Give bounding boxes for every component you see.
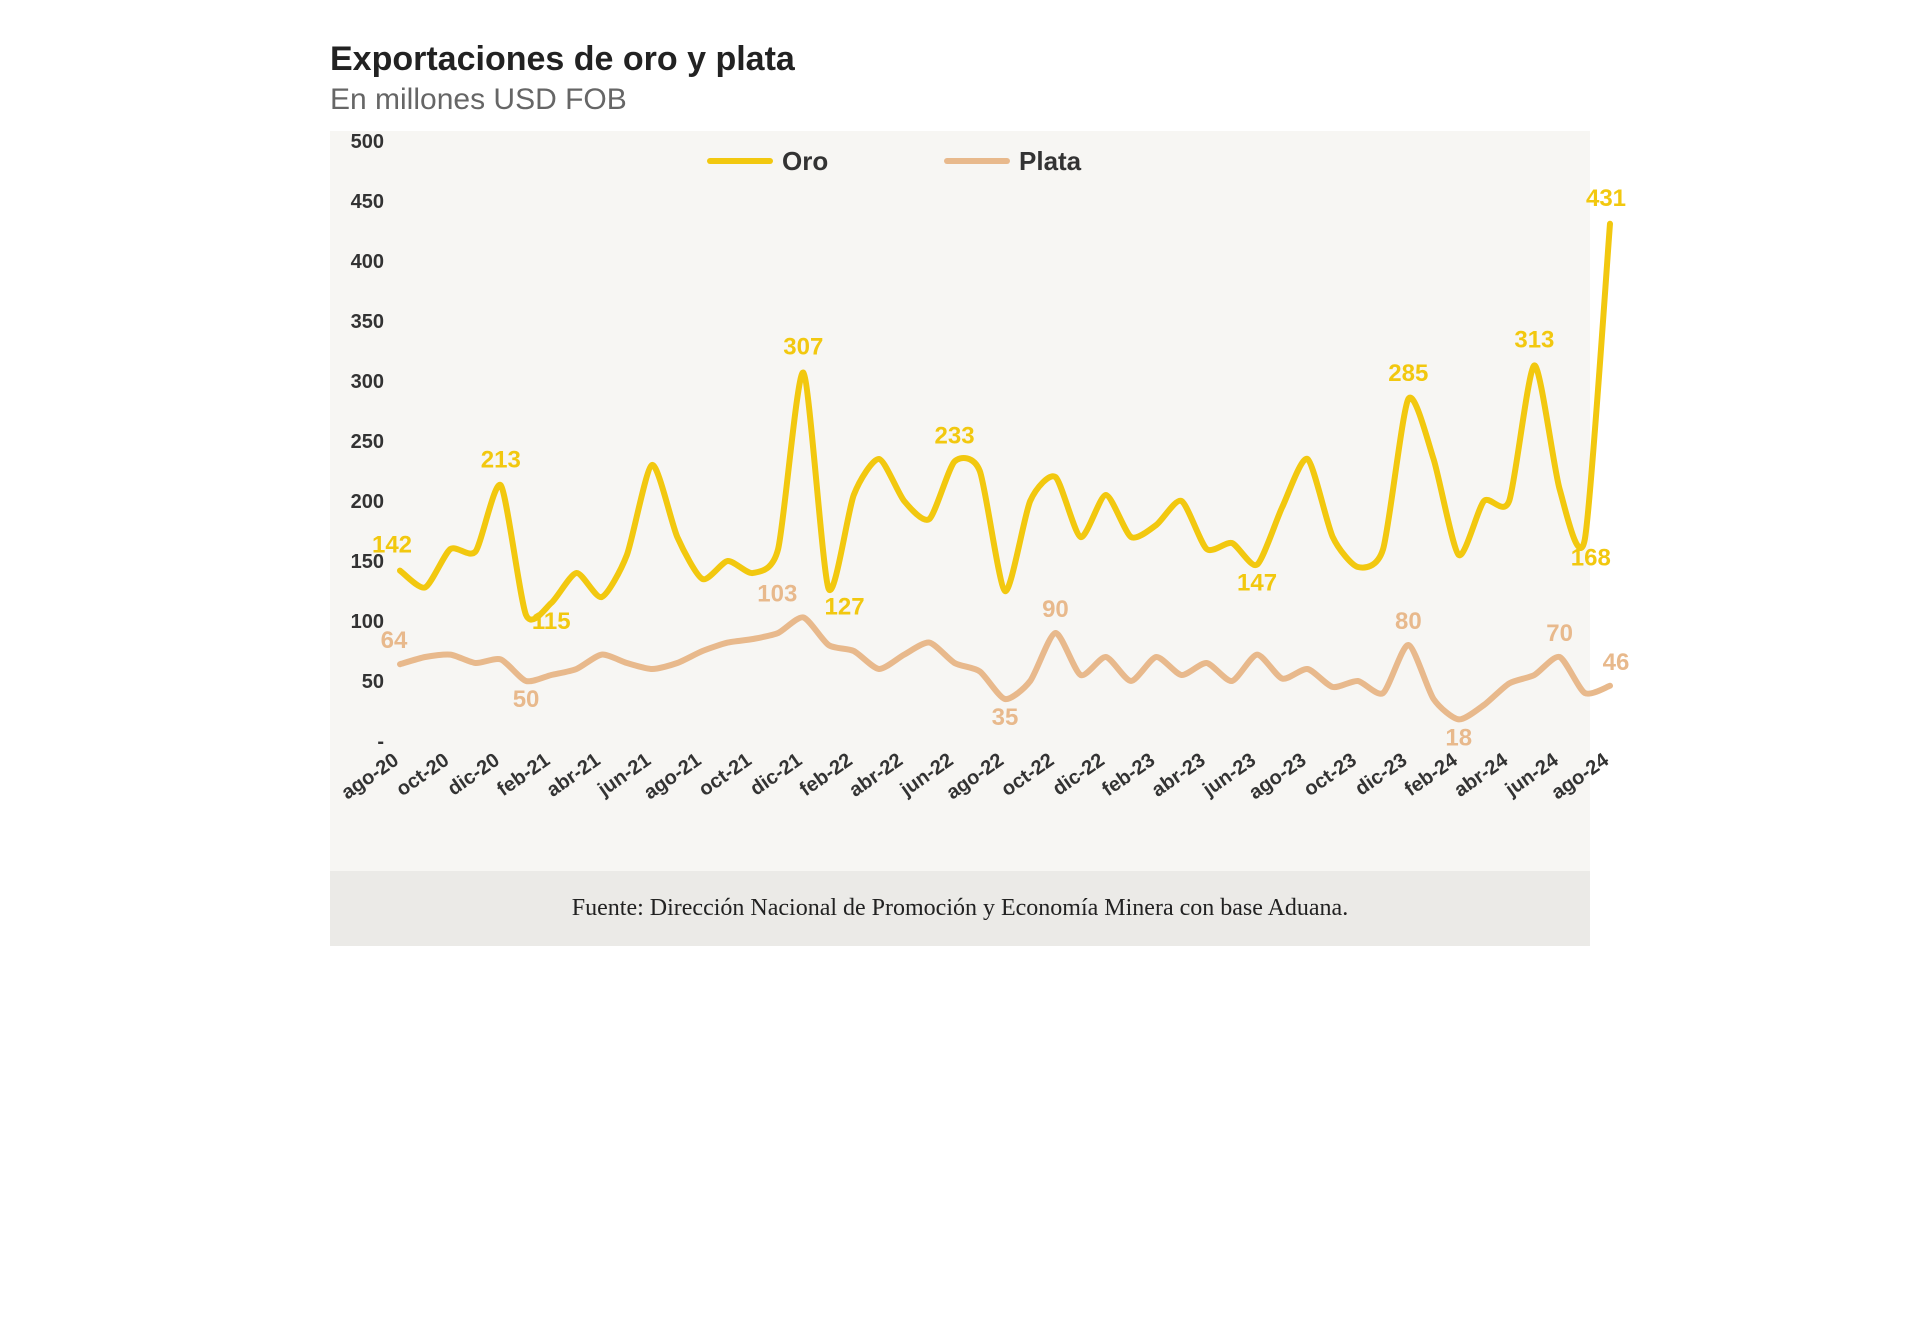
y-tick-label: 500 — [351, 131, 384, 153]
data-label: 127 — [825, 594, 865, 621]
data-label: 233 — [935, 422, 975, 449]
plot-area: -50100150200250300350400450500ago-20oct-… — [330, 131, 1590, 871]
x-tick-label: dic-20 — [444, 749, 504, 800]
x-tick-label: ago-22 — [942, 749, 1007, 804]
series-line-oro — [400, 224, 1610, 620]
x-tick-label: ago-20 — [337, 749, 402, 804]
x-tick-label: abr-21 — [543, 749, 605, 801]
data-label: 307 — [783, 334, 823, 361]
chart-title: Exportaciones de oro y plata — [330, 40, 1590, 79]
data-label: 46 — [1603, 649, 1630, 676]
x-tick-label: dic-21 — [746, 749, 806, 800]
data-label: 147 — [1237, 570, 1277, 597]
data-label: 90 — [1042, 596, 1069, 623]
x-tick-label: ago-24 — [1547, 749, 1613, 804]
legend-label: Oro — [782, 146, 828, 176]
data-label: 213 — [481, 446, 521, 473]
x-tick-label: dic-23 — [1351, 749, 1411, 800]
x-tick-label: feb-24 — [1401, 749, 1463, 801]
y-tick-label: 250 — [351, 431, 384, 453]
y-tick-label: 300 — [351, 371, 384, 393]
x-tick-label: feb-22 — [796, 749, 857, 801]
y-tick-label: 350 — [351, 311, 384, 333]
data-label: 80 — [1395, 608, 1422, 635]
x-tick-label: abr-24 — [1450, 749, 1513, 802]
y-tick-label: 450 — [351, 191, 384, 213]
data-label: 64 — [381, 627, 408, 654]
x-tick-label: abr-22 — [845, 749, 907, 801]
y-tick-label: 50 — [362, 671, 384, 693]
data-label: 313 — [1514, 326, 1554, 353]
x-tick-label: abr-23 — [1148, 749, 1210, 801]
y-tick-label: 200 — [351, 491, 384, 513]
x-tick-label: feb-21 — [493, 749, 554, 801]
y-tick-label: - — [377, 731, 384, 753]
data-label: 168 — [1571, 544, 1611, 571]
chart-svg: -50100150200250300350400450500ago-20oct-… — [330, 131, 1630, 871]
x-tick-label: feb-23 — [1098, 749, 1159, 801]
data-label: 285 — [1388, 360, 1428, 387]
y-tick-label: 400 — [351, 251, 384, 273]
x-tick-label: ago-23 — [1245, 749, 1310, 804]
data-label: 431 — [1586, 185, 1626, 212]
chart-container: Exportaciones de oro y plata En millones… — [310, 20, 1610, 946]
x-tick-label: dic-22 — [1049, 749, 1109, 800]
x-tick-label: oct-22 — [997, 749, 1058, 801]
data-label: 103 — [757, 580, 797, 607]
x-tick-label: oct-20 — [392, 749, 453, 801]
data-label: 50 — [513, 686, 540, 713]
data-label: 18 — [1445, 724, 1472, 751]
data-label: 35 — [992, 704, 1019, 731]
chart-source: Fuente: Dirección Nacional de Promoción … — [330, 871, 1590, 946]
x-tick-label: oct-21 — [695, 749, 756, 801]
x-tick-label: ago-21 — [640, 749, 705, 804]
y-tick-label: 100 — [351, 611, 384, 633]
data-label: 115 — [532, 608, 571, 635]
x-tick-label: oct-23 — [1300, 749, 1361, 801]
legend-label: Plata — [1019, 146, 1082, 176]
data-label: 70 — [1546, 620, 1573, 647]
chart-subtitle: En millones USD FOB — [330, 83, 1590, 117]
data-label: 142 — [372, 532, 412, 559]
